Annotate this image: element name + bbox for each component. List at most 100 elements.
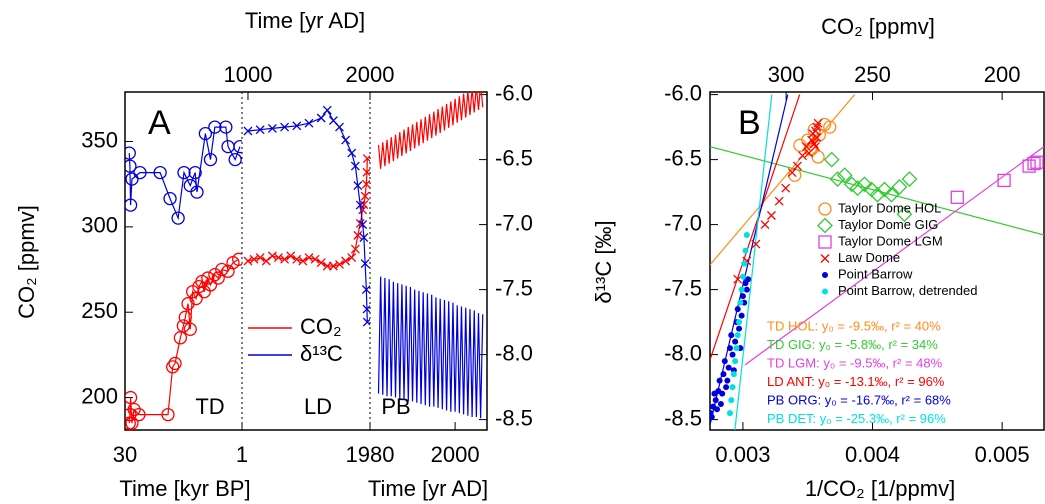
marker [997, 173, 1011, 188]
y2-tick-label: -6.5 [495, 145, 533, 170]
marker [215, 262, 229, 277]
marker [713, 406, 720, 413]
x2-axis-title: CO₂ [ppmv] [821, 14, 935, 39]
series-group [125, 252, 242, 430]
x-axis-title: Time [yr AD] [245, 8, 365, 33]
marker [728, 332, 735, 339]
annotation: PB DET: y₀ = -25.3‰, r² = 96% [767, 411, 946, 426]
marker [267, 123, 277, 133]
marker [132, 407, 146, 422]
marker [183, 322, 197, 336]
y-tick-label: -7.0 [664, 210, 702, 235]
x-tick-label: 0.004 [845, 442, 900, 467]
x-top-tick-label: 2000 [346, 62, 395, 87]
annotation: LD ANT: y₀ = -13.1‰, r² = 96% [767, 374, 945, 389]
y-tick-label: -7.5 [664, 275, 702, 300]
marker [359, 200, 369, 210]
marker [720, 371, 727, 378]
marker [267, 251, 277, 261]
marker [741, 260, 748, 267]
x-tick-label: 1980 [346, 442, 395, 467]
legend-marker [818, 202, 832, 216]
series-group [377, 92, 484, 169]
marker [211, 271, 225, 285]
marker [738, 312, 745, 319]
marker [355, 200, 365, 210]
marker [341, 135, 351, 145]
marker [203, 152, 218, 167]
marker [360, 191, 370, 201]
marker [163, 191, 177, 206]
marker [733, 345, 740, 352]
marker [901, 171, 918, 188]
marker [829, 171, 846, 188]
marker [280, 122, 290, 132]
marker [358, 220, 368, 230]
marker [726, 345, 733, 352]
marker [1030, 155, 1044, 169]
marker [261, 256, 271, 266]
marker [347, 253, 357, 263]
legend-marker [817, 217, 833, 234]
marker [232, 252, 242, 266]
marker [876, 181, 893, 198]
marker [792, 161, 802, 171]
y-axis-title: δ¹³C [‰] [591, 220, 616, 303]
marker [316, 258, 326, 268]
marker [125, 159, 137, 173]
marker [125, 146, 136, 160]
marker [812, 133, 822, 142]
marker [738, 286, 745, 293]
marker [243, 256, 253, 266]
marker [883, 186, 900, 203]
marker [723, 384, 730, 391]
marker [362, 317, 370, 327]
legend-label: Taylor Dome LGM [838, 233, 943, 248]
marker [304, 253, 314, 263]
y-axis-title: CO₂ [ppmv] [14, 205, 39, 319]
y-tick-label: -6.0 [664, 80, 702, 105]
marker [811, 150, 825, 164]
marker [717, 401, 724, 407]
plot-area [710, 94, 1044, 430]
x-tick-label: 0.005 [975, 442, 1030, 467]
x-tick-label: 2000 [431, 442, 480, 467]
annotation: TD LGM: y₀ = -9.5‰, r² = 48% [767, 355, 943, 370]
marker [168, 356, 182, 371]
marker [730, 371, 737, 378]
sub-panel-label: LD [304, 394, 332, 419]
marker [801, 142, 811, 152]
legend-label: Point Barrow [838, 266, 913, 281]
marker [716, 377, 723, 384]
y2-tick-label: -6.0 [495, 80, 533, 105]
marker [811, 142, 820, 152]
legend-marker [820, 254, 830, 263]
series-group [243, 154, 370, 271]
legend-marker [822, 272, 828, 278]
marker [732, 358, 739, 365]
marker [787, 168, 797, 178]
annotation: TD HOL: y₀ = -9.5‰, r² = 40% [767, 318, 941, 333]
y-tick-label: -6.5 [664, 145, 702, 170]
y-tick-label: -8.5 [664, 405, 702, 430]
fit-line [734, 94, 773, 430]
marker [347, 148, 357, 158]
marker [360, 259, 370, 269]
marker [125, 198, 138, 212]
marker [1027, 156, 1041, 171]
marker [341, 256, 351, 266]
marker [125, 416, 139, 430]
y2-tick-label: -7.5 [495, 275, 533, 300]
marker [736, 325, 743, 332]
marker [361, 285, 370, 295]
marker [219, 120, 233, 134]
marker [734, 332, 741, 339]
marker [734, 306, 741, 313]
marker [891, 178, 908, 195]
marker [166, 360, 180, 374]
marker [350, 161, 360, 171]
x2-tick-label: 250 [854, 62, 891, 87]
marker [350, 244, 360, 254]
marker [286, 251, 296, 261]
